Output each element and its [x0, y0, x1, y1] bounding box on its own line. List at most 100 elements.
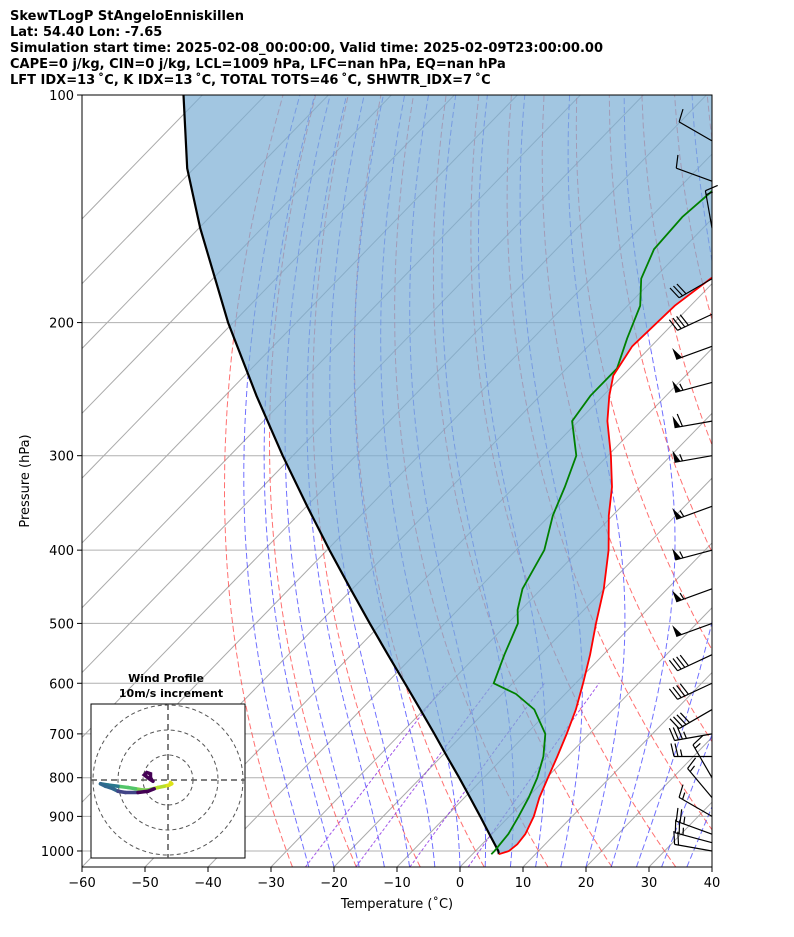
wind-barb-full [676, 283, 687, 295]
wind-barb-full [669, 718, 680, 729]
time-line: Simulation start time: 2025-02-08_00:00:… [10, 41, 603, 56]
wind-barb-staff [674, 733, 713, 742]
wind-barb-staff [674, 455, 713, 463]
wind-barb-staff [687, 768, 713, 799]
dry-adiabat-line [740, 95, 794, 867]
wind-barb-half [679, 454, 684, 462]
wind-barb-full [668, 319, 679, 331]
wind-barb [672, 548, 713, 561]
wind-barb-full [692, 735, 704, 746]
wind-barb-full [668, 659, 679, 672]
wind-barb-half [689, 765, 696, 772]
wind-barb [668, 726, 713, 742]
wind-barb-staff [676, 505, 713, 520]
temperature-line [498, 276, 712, 856]
wind-barb-staff [678, 278, 713, 299]
moist-adiabat-line [661, 733, 712, 867]
wind-barb-staff [676, 622, 713, 637]
wind-barb-half [679, 592, 685, 600]
wind-barb-staff [678, 796, 713, 817]
wind-barb-full [668, 727, 676, 741]
x-axis-label: Temperature (˚C) [340, 896, 453, 912]
y-tick-label: 300 [49, 450, 74, 465]
wind-barb-staff [676, 345, 713, 360]
moist-adiabat-line [711, 865, 712, 867]
x-tick-label: 10 [515, 876, 532, 891]
wind-barb [704, 184, 718, 229]
wind-barb-full [673, 831, 676, 845]
wind-barb-full [672, 686, 682, 699]
wind-barb-half [679, 551, 684, 559]
wind-barb-staff [678, 709, 713, 730]
moist-adiabat-line [686, 805, 712, 867]
wind-barb-half [679, 749, 683, 757]
wind-barb-half [705, 191, 713, 196]
wind-barb-half [681, 792, 686, 800]
wind-barb [672, 380, 713, 393]
wind-barb-staff [678, 121, 713, 142]
x-tick-label: −10 [383, 876, 410, 891]
wind-barb-full [675, 154, 679, 169]
wind-barb-staff [704, 190, 713, 229]
wind-barb-full [676, 685, 686, 697]
wind-barb-half [694, 743, 701, 749]
moist-adiabat-line [567, 95, 626, 867]
wind-barb-full [672, 727, 680, 741]
wind-barb-staff [674, 420, 713, 429]
wind-barb [672, 505, 713, 520]
wind-barb-full [674, 743, 679, 757]
dry-adiabat-line [224, 95, 293, 867]
y-tick-label: 1000 [41, 845, 74, 860]
hodograph-upper-loop [141, 770, 155, 784]
wind-barb-full [679, 712, 690, 723]
wind-barb-full [669, 287, 680, 299]
wind-barb-full [673, 285, 683, 297]
x-tick-label: 30 [641, 876, 658, 891]
wind-barb-full [676, 656, 686, 668]
x-tick-label: −50 [131, 876, 158, 891]
wind-barb-full [672, 317, 682, 329]
cin-shaded-area [183, 95, 712, 855]
wind-barb-flag [672, 590, 682, 602]
wind-barb-full [673, 716, 683, 727]
wind-barb [672, 588, 713, 603]
wind-barb-flag [672, 380, 682, 393]
wind-barb-staff [677, 313, 713, 331]
x-tick-label: −20 [320, 876, 347, 891]
wind-barb-full [678, 108, 684, 123]
wind-barb-half [679, 510, 685, 517]
wind-barb-full [672, 658, 682, 670]
wind-barb [668, 682, 713, 700]
wind-barb [678, 784, 713, 817]
wind-barb [675, 154, 713, 182]
cape-line: CAPE=0 j/kg, CIN=0 j/kg, LCL=1009 hPa, L… [10, 57, 506, 72]
y-tick-label: 900 [49, 810, 74, 825]
wind-barb-half [679, 383, 684, 391]
y-axis-label: Pressure (hPa) [18, 434, 33, 527]
x-tick-label: 0 [456, 876, 464, 891]
dry-adiabat-line [608, 95, 712, 554]
dry-adiabat-line [706, 95, 712, 143]
wind-barb [669, 709, 713, 730]
dry-adiabat-line [541, 95, 712, 743]
isotherm-line [711, 866, 712, 867]
wind-barb [668, 313, 713, 331]
y-tick-label: 600 [49, 677, 74, 692]
wind-barb-staff [692, 744, 713, 779]
y-tick-label: 400 [49, 544, 74, 559]
wind-barb-full [679, 809, 683, 823]
wind-barb-full [676, 413, 684, 427]
isotherm-line [775, 95, 794, 867]
wind-barb-half [683, 816, 686, 824]
wind-barb [672, 413, 713, 429]
dewpoint-line [490, 189, 712, 855]
wind-barb [678, 108, 713, 142]
wind-barb-staff [675, 381, 713, 393]
wind-barb-full [676, 316, 686, 328]
wind-barb [692, 735, 713, 779]
wind-barb-staff [677, 654, 713, 672]
y-tick-label: 700 [49, 728, 74, 743]
y-tick-label: 800 [49, 772, 74, 787]
wind-barb-flag [672, 508, 682, 520]
